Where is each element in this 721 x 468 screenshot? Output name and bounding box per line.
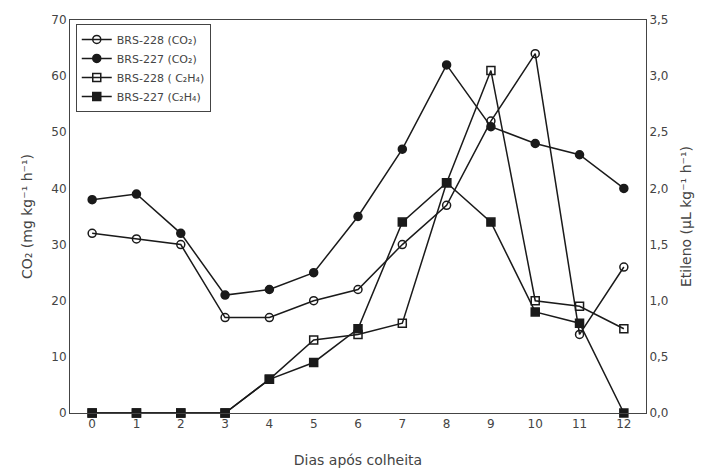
svg-text:8: 8 bbox=[443, 417, 451, 431]
svg-text:1,5: 1,5 bbox=[649, 238, 668, 252]
svg-text:5: 5 bbox=[310, 417, 318, 431]
svg-text:3: 3 bbox=[221, 417, 229, 431]
svg-text:40: 40 bbox=[51, 182, 66, 196]
svg-text:1,0: 1,0 bbox=[649, 294, 668, 308]
svg-text:60: 60 bbox=[51, 69, 66, 83]
svg-text:BRS-227 (CO₂): BRS-227 (CO₂) bbox=[117, 53, 197, 66]
svg-text:3,0: 3,0 bbox=[649, 69, 668, 83]
svg-text:2,5: 2,5 bbox=[649, 125, 668, 139]
svg-text:Etileno (μL kg⁻¹ h⁻¹): Etileno (μL kg⁻¹ h⁻¹) bbox=[678, 146, 694, 287]
svg-text:BRS-228 (CO₂): BRS-228 (CO₂) bbox=[117, 34, 197, 47]
svg-text:30: 30 bbox=[51, 238, 66, 252]
svg-text:CO₂ (mg kg⁻¹ h⁻¹): CO₂ (mg kg⁻¹ h⁻¹) bbox=[19, 154, 35, 279]
svg-text:4: 4 bbox=[266, 417, 274, 431]
svg-text:BRS-228 ( C₂H₄): BRS-228 ( C₂H₄) bbox=[117, 72, 204, 85]
svg-text:2: 2 bbox=[177, 417, 185, 431]
svg-text:0: 0 bbox=[59, 406, 67, 420]
svg-text:20: 20 bbox=[51, 294, 66, 308]
svg-text:1: 1 bbox=[133, 417, 141, 431]
svg-text:3,5: 3,5 bbox=[649, 13, 668, 27]
svg-text:BRS-227 (C₂H₄): BRS-227 (C₂H₄) bbox=[117, 91, 201, 104]
svg-text:6: 6 bbox=[354, 417, 362, 431]
svg-text:2,0: 2,0 bbox=[649, 182, 668, 196]
svg-text:0,5: 0,5 bbox=[649, 350, 668, 364]
svg-text:0,0: 0,0 bbox=[649, 406, 668, 420]
svg-text:7: 7 bbox=[398, 417, 406, 431]
svg-text:10: 10 bbox=[51, 350, 66, 364]
svg-text:Dias após colheita: Dias após colheita bbox=[294, 452, 422, 468]
svg-text:12: 12 bbox=[616, 417, 631, 431]
svg-text:0: 0 bbox=[88, 417, 96, 431]
svg-text:11: 11 bbox=[572, 417, 587, 431]
svg-text:9: 9 bbox=[487, 417, 495, 431]
svg-text:10: 10 bbox=[528, 417, 543, 431]
svg-text:50: 50 bbox=[51, 125, 66, 139]
svg-text:70: 70 bbox=[51, 13, 66, 27]
